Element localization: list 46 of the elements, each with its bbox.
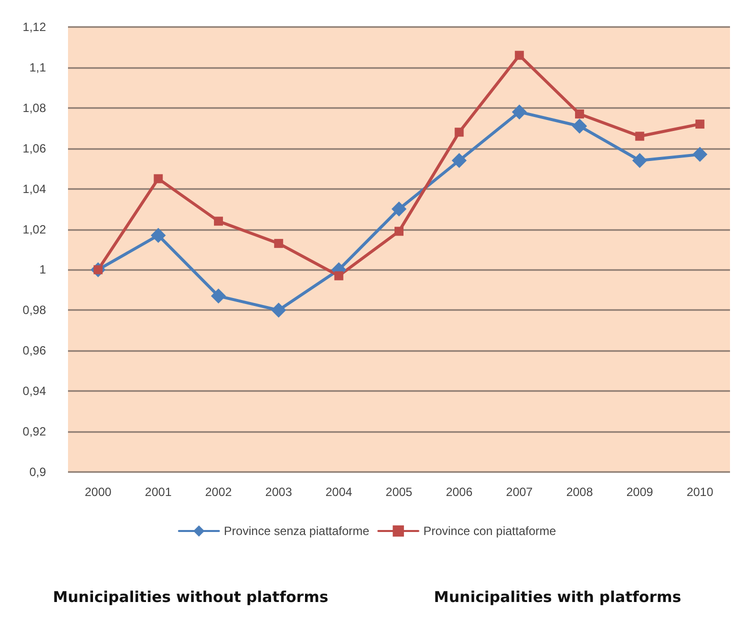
- point: [575, 109, 584, 118]
- text: Municipalities without platforms: [52, 588, 328, 606]
- point: [572, 118, 588, 134]
- x-tick-label: 2008: [566, 485, 594, 499]
- x-tick-label: 2002: [205, 485, 232, 499]
- x-tick-label: 2004: [325, 485, 352, 499]
- y-tick-label: 1,08: [22, 100, 46, 115]
- point: [512, 104, 527, 120]
- y-tick-label: 1,04: [22, 182, 46, 196]
- point: [394, 226, 404, 236]
- legend-label: Province con piattaforme: [423, 524, 556, 538]
- y-tick-label: 0,94: [22, 384, 46, 398]
- point: [695, 120, 704, 129]
- point: [635, 132, 644, 141]
- point: [334, 271, 344, 280]
- x-tick-label: 2003: [265, 485, 292, 499]
- point: [214, 216, 223, 226]
- x-tick-label: 2000: [84, 485, 112, 499]
- point: [452, 153, 467, 168]
- x-tick-label: 2006: [446, 485, 473, 499]
- text: Municipalities with platforms: [434, 588, 682, 606]
- point: [274, 238, 284, 248]
- x-tick-label: 2005: [386, 485, 413, 499]
- y-tick-label: 1,12: [22, 20, 46, 34]
- x-tick-label: 2007: [506, 485, 534, 499]
- point: [692, 146, 708, 162]
- y-tick-label: 0,9: [29, 465, 46, 479]
- point: [454, 128, 464, 137]
- point: [150, 228, 166, 243]
- x-tick-label: 2001: [144, 485, 172, 499]
- point: [210, 288, 226, 304]
- y-tick-label: 1,06: [22, 141, 46, 156]
- point: [514, 50, 524, 60]
- point: [154, 174, 163, 184]
- point: [632, 153, 648, 168]
- y-tick-label: 1,02: [22, 222, 46, 236]
- y-tick-label: 0,96: [22, 344, 46, 358]
- x-tick-label: 2009: [626, 485, 654, 499]
- point: [392, 202, 406, 217]
- y-tick-label: 1: [39, 262, 46, 277]
- legend-label: Province senza piattaforme: [224, 524, 370, 538]
- y-tick-label: 1,1: [29, 60, 46, 74]
- y-tick-label: 0,98: [22, 303, 46, 318]
- y-tick-label: 0,92: [22, 424, 46, 439]
- x-tick-label: 2010: [686, 485, 714, 499]
- point: [271, 302, 286, 318]
